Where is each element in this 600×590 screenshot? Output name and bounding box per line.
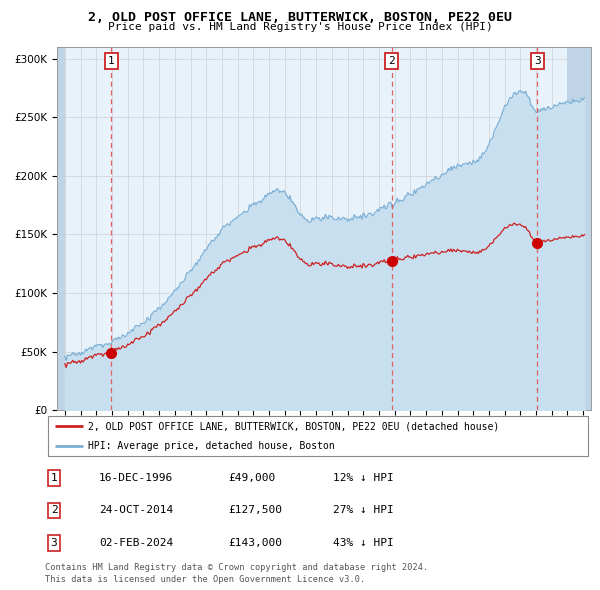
- Text: 16-DEC-1996: 16-DEC-1996: [99, 473, 173, 483]
- Text: 2: 2: [388, 56, 395, 66]
- Text: Price paid vs. HM Land Registry's House Price Index (HPI): Price paid vs. HM Land Registry's House …: [107, 22, 493, 32]
- Text: HPI: Average price, detached house, Boston: HPI: Average price, detached house, Bost…: [88, 441, 334, 451]
- Text: 1: 1: [108, 56, 115, 66]
- Text: 3: 3: [50, 538, 58, 548]
- Text: Contains HM Land Registry data © Crown copyright and database right 2024.: Contains HM Land Registry data © Crown c…: [45, 563, 428, 572]
- FancyBboxPatch shape: [48, 417, 588, 455]
- Text: £127,500: £127,500: [228, 506, 282, 515]
- Bar: [57, 47, 65, 410]
- Text: 2, OLD POST OFFICE LANE, BUTTERWICK, BOSTON, PE22 0EU: 2, OLD POST OFFICE LANE, BUTTERWICK, BOS…: [88, 11, 512, 24]
- Text: 27% ↓ HPI: 27% ↓ HPI: [333, 506, 394, 515]
- Text: 2: 2: [50, 506, 58, 515]
- Text: This data is licensed under the Open Government Licence v3.0.: This data is licensed under the Open Gov…: [45, 575, 365, 584]
- Text: 2, OLD POST OFFICE LANE, BUTTERWICK, BOSTON, PE22 0EU (detached house): 2, OLD POST OFFICE LANE, BUTTERWICK, BOS…: [88, 421, 499, 431]
- Text: 12% ↓ HPI: 12% ↓ HPI: [333, 473, 394, 483]
- Text: 1: 1: [50, 473, 58, 483]
- Text: 24-OCT-2014: 24-OCT-2014: [99, 506, 173, 515]
- Text: 43% ↓ HPI: 43% ↓ HPI: [333, 538, 394, 548]
- Text: £143,000: £143,000: [228, 538, 282, 548]
- Text: 02-FEB-2024: 02-FEB-2024: [99, 538, 173, 548]
- Bar: [568, 47, 591, 410]
- Text: 3: 3: [534, 56, 541, 66]
- Text: £49,000: £49,000: [228, 473, 275, 483]
